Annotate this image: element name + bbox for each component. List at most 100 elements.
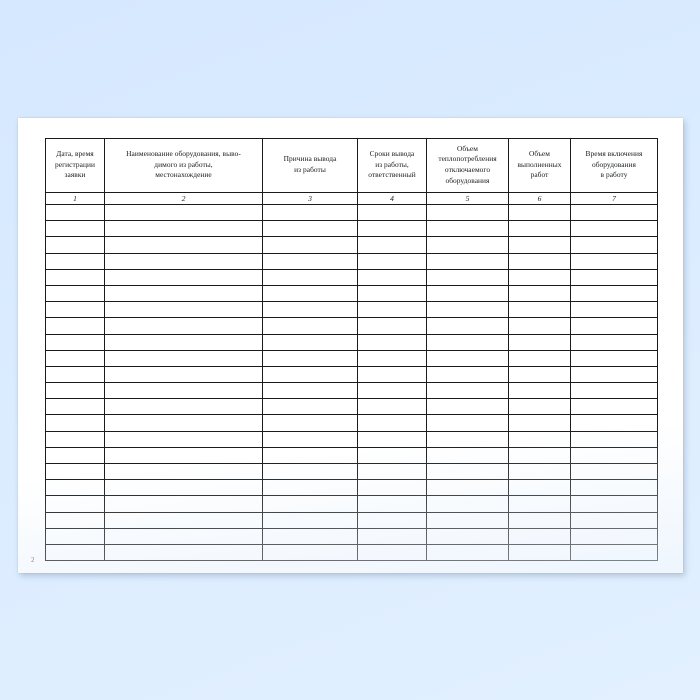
table-cell[interactable] xyxy=(104,511,263,529)
table-cell[interactable] xyxy=(104,527,263,545)
table-row[interactable] xyxy=(45,382,658,400)
table-cell[interactable] xyxy=(357,301,427,319)
table-cell[interactable] xyxy=(357,543,427,562)
table-cell[interactable] xyxy=(357,414,427,432)
table-row[interactable] xyxy=(45,511,658,529)
table-cell[interactable] xyxy=(426,301,509,319)
table-cell[interactable] xyxy=(508,252,571,270)
table-cell[interactable] xyxy=(508,495,571,513)
table-cell[interactable] xyxy=(357,446,427,465)
table-cell[interactable] xyxy=(262,479,358,497)
table-cell[interactable] xyxy=(570,479,658,497)
table-cell[interactable] xyxy=(45,349,105,367)
table-cell[interactable] xyxy=(104,462,263,481)
table-cell[interactable] xyxy=(357,349,427,367)
table-row[interactable] xyxy=(45,349,658,367)
table-cell[interactable] xyxy=(570,301,658,319)
table-cell[interactable] xyxy=(426,365,509,384)
table-row[interactable] xyxy=(45,446,658,465)
table-cell[interactable] xyxy=(570,252,658,270)
table-cell[interactable] xyxy=(104,220,263,238)
table-cell[interactable] xyxy=(426,414,509,432)
table-cell[interactable] xyxy=(45,284,105,303)
table-cell[interactable] xyxy=(262,268,358,286)
table-cell[interactable] xyxy=(45,252,105,270)
table-cell[interactable] xyxy=(508,511,571,529)
table-cell[interactable] xyxy=(426,220,509,238)
table-cell[interactable] xyxy=(570,203,658,222)
table-cell[interactable] xyxy=(357,236,427,254)
table-cell[interactable] xyxy=(508,479,571,497)
table-cell[interactable] xyxy=(426,349,509,367)
table-cell[interactable] xyxy=(570,333,658,351)
table-cell[interactable] xyxy=(262,349,358,367)
table-cell[interactable] xyxy=(357,430,427,448)
table-row[interactable] xyxy=(45,365,658,384)
table-cell[interactable] xyxy=(357,203,427,222)
table-cell[interactable] xyxy=(508,220,571,238)
table-cell[interactable] xyxy=(262,301,358,319)
table-cell[interactable] xyxy=(508,527,571,545)
table-row[interactable] xyxy=(45,301,658,319)
table-cell[interactable] xyxy=(104,382,263,400)
table-cell[interactable] xyxy=(426,382,509,400)
table-cell[interactable] xyxy=(262,527,358,545)
table-cell[interactable] xyxy=(426,268,509,286)
table-cell[interactable] xyxy=(426,203,509,222)
table-cell[interactable] xyxy=(104,284,263,303)
table-cell[interactable] xyxy=(508,284,571,303)
table-row[interactable] xyxy=(45,333,658,351)
table-row[interactable] xyxy=(45,284,658,303)
table-cell[interactable] xyxy=(104,333,263,351)
table-cell[interactable] xyxy=(426,479,509,497)
table-cell[interactable] xyxy=(508,203,571,222)
table-cell[interactable] xyxy=(508,430,571,448)
table-cell[interactable] xyxy=(104,446,263,465)
table-cell[interactable] xyxy=(357,317,427,335)
table-cell[interactable] xyxy=(570,349,658,367)
table-cell[interactable] xyxy=(45,220,105,238)
table-cell[interactable] xyxy=(262,543,358,562)
table-cell[interactable] xyxy=(262,317,358,335)
table-row[interactable] xyxy=(45,317,658,335)
table-cell[interactable] xyxy=(262,414,358,432)
table-cell[interactable] xyxy=(262,252,358,270)
table-cell[interactable] xyxy=(508,236,571,254)
table-cell[interactable] xyxy=(45,203,105,222)
table-cell[interactable] xyxy=(262,382,358,400)
table-cell[interactable] xyxy=(45,414,105,432)
table-cell[interactable] xyxy=(426,430,509,448)
table-cell[interactable] xyxy=(357,284,427,303)
table-cell[interactable] xyxy=(45,365,105,384)
table-cell[interactable] xyxy=(45,495,105,513)
table-cell[interactable] xyxy=(104,365,263,384)
table-cell[interactable] xyxy=(104,236,263,254)
table-cell[interactable] xyxy=(508,365,571,384)
table-cell[interactable] xyxy=(104,301,263,319)
table-cell[interactable] xyxy=(45,511,105,529)
table-cell[interactable] xyxy=(426,495,509,513)
table-cell[interactable] xyxy=(508,382,571,400)
table-cell[interactable] xyxy=(357,333,427,351)
table-cell[interactable] xyxy=(508,446,571,465)
table-cell[interactable] xyxy=(570,414,658,432)
table-cell[interactable] xyxy=(104,203,263,222)
table-row[interactable] xyxy=(45,543,658,562)
table-cell[interactable] xyxy=(45,462,105,481)
table-cell[interactable] xyxy=(357,527,427,545)
table-cell[interactable] xyxy=(426,462,509,481)
table-cell[interactable] xyxy=(262,430,358,448)
table-cell[interactable] xyxy=(45,268,105,286)
table-cell[interactable] xyxy=(570,365,658,384)
table-row[interactable] xyxy=(45,236,658,254)
table-row[interactable] xyxy=(45,495,658,513)
table-cell[interactable] xyxy=(570,527,658,545)
table-cell[interactable] xyxy=(508,317,571,335)
table-cell[interactable] xyxy=(357,252,427,270)
table-cell[interactable] xyxy=(426,543,509,562)
table-cell[interactable] xyxy=(357,479,427,497)
table-cell[interactable] xyxy=(357,382,427,400)
table-cell[interactable] xyxy=(426,284,509,303)
table-cell[interactable] xyxy=(426,511,509,529)
table-cell[interactable] xyxy=(508,333,571,351)
